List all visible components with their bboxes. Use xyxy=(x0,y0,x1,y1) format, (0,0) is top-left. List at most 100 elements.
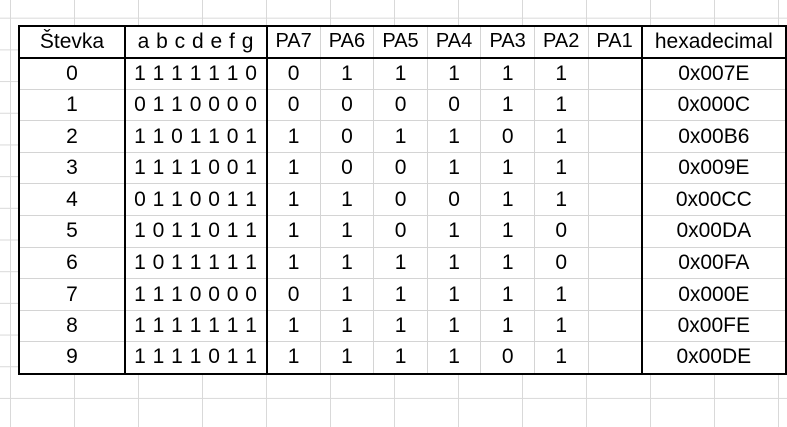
cell-pa5[interactable]: 1 xyxy=(373,120,428,153)
cell-pa6[interactable]: 1 xyxy=(319,246,375,280)
cell-pa7[interactable]: 1 xyxy=(266,183,321,217)
cell-pa5[interactable]: 1 xyxy=(373,341,428,375)
cell-pa2[interactable]: 0 xyxy=(533,246,589,280)
cell-pa3[interactable]: 0 xyxy=(480,120,535,153)
cell-pa4[interactable]: 0 xyxy=(426,88,482,122)
cell-segments[interactable]: 0 1 1 0 0 1 1 xyxy=(124,183,268,217)
cell-segments[interactable]: 1 0 1 1 0 1 1 xyxy=(124,215,268,248)
cell-digit[interactable]: 0 xyxy=(17,56,127,90)
cell-pa1[interactable] xyxy=(587,120,643,153)
cell-hex[interactable]: 0x00DA xyxy=(641,215,787,248)
cell-digit[interactable]: 9 xyxy=(17,341,127,375)
cell-digit[interactable]: 2 xyxy=(17,120,127,153)
cell-pa6[interactable]: 1 xyxy=(319,309,375,343)
cell-pa3[interactable]: 1 xyxy=(480,88,535,122)
cell-pa5[interactable]: 1 xyxy=(373,278,428,311)
cell-pa2[interactable]: 1 xyxy=(533,151,589,185)
cell-pa1[interactable] xyxy=(587,215,643,248)
cell-segments[interactable]: 0 1 1 0 0 0 0 xyxy=(124,88,268,122)
cell-pa3[interactable]: 1 xyxy=(480,246,535,280)
cell-pa7[interactable]: 0 xyxy=(266,56,321,90)
cell-segments[interactable]: 1 1 1 1 1 1 1 xyxy=(124,309,268,343)
cell-pa5[interactable]: 0 xyxy=(373,151,428,185)
cell-pa1[interactable] xyxy=(587,183,643,217)
cell-pa2[interactable]: 1 xyxy=(533,88,589,122)
header-cell-segments[interactable]: a b c d e f g xyxy=(124,25,268,59)
cell-pa7[interactable]: 1 xyxy=(266,309,321,343)
cell-pa7[interactable]: 1 xyxy=(266,215,321,248)
header-cell-pa1[interactable]: PA1 xyxy=(587,25,643,59)
cell-pa5[interactable]: 1 xyxy=(373,309,428,343)
cell-pa2[interactable]: 1 xyxy=(533,183,589,217)
cell-pa6[interactable]: 0 xyxy=(319,151,375,185)
cell-pa2[interactable]: 1 xyxy=(533,120,589,153)
cell-pa7[interactable]: 0 xyxy=(266,88,321,122)
cell-pa4[interactable]: 1 xyxy=(426,309,482,343)
header-cell-pa4[interactable]: PA4 xyxy=(426,25,482,59)
cell-pa7[interactable]: 0 xyxy=(266,278,321,311)
cell-pa4[interactable]: 0 xyxy=(426,183,482,217)
cell-pa4[interactable]: 1 xyxy=(426,215,482,248)
cell-pa4[interactable]: 1 xyxy=(426,120,482,153)
cell-digit[interactable]: 3 xyxy=(17,151,127,185)
cell-digit[interactable]: 7 xyxy=(17,278,127,311)
cell-segments[interactable]: 1 1 1 0 0 0 0 xyxy=(124,278,268,311)
cell-hex[interactable]: 0x007E xyxy=(641,56,787,90)
cell-pa7[interactable]: 1 xyxy=(266,120,321,153)
cell-pa2[interactable]: 1 xyxy=(533,341,589,375)
cell-segments[interactable]: 1 0 1 1 1 1 1 xyxy=(124,246,268,280)
cell-pa1[interactable] xyxy=(587,278,643,311)
header-cell-hexadecimal[interactable]: hexadecimal xyxy=(641,25,787,59)
cell-digit[interactable]: 1 xyxy=(17,88,127,122)
cell-hex[interactable]: 0x00CC xyxy=(641,183,787,217)
cell-pa6[interactable]: 1 xyxy=(319,278,375,311)
cell-digit[interactable]: 4 xyxy=(17,183,127,217)
cell-pa3[interactable]: 1 xyxy=(480,56,535,90)
cell-hex[interactable]: 0x00B6 xyxy=(641,120,787,153)
cell-hex[interactable]: 0x009E xyxy=(641,151,787,185)
cell-pa6[interactable]: 1 xyxy=(319,56,375,90)
cell-pa3[interactable]: 1 xyxy=(480,151,535,185)
header-cell-pa5[interactable]: PA5 xyxy=(373,25,428,59)
cell-digit[interactable]: 5 xyxy=(17,215,127,248)
cell-pa1[interactable] xyxy=(587,88,643,122)
cell-segments[interactable]: 1 1 1 1 1 1 0 xyxy=(124,56,268,90)
cell-pa2[interactable]: 1 xyxy=(533,309,589,343)
cell-pa3[interactable]: 1 xyxy=(480,278,535,311)
cell-pa6[interactable]: 1 xyxy=(319,341,375,375)
cell-pa7[interactable]: 1 xyxy=(266,151,321,185)
cell-pa4[interactable]: 1 xyxy=(426,56,482,90)
cell-pa5[interactable]: 1 xyxy=(373,246,428,280)
cell-hex[interactable]: 0x000C xyxy=(641,88,787,122)
cell-hex[interactable]: 0x00FE xyxy=(641,309,787,343)
cell-hex[interactable]: 0x000E xyxy=(641,278,787,311)
cell-pa2[interactable]: 1 xyxy=(533,56,589,90)
cell-pa1[interactable] xyxy=(587,309,643,343)
cell-pa5[interactable]: 0 xyxy=(373,183,428,217)
cell-pa7[interactable]: 1 xyxy=(266,246,321,280)
cell-pa6[interactable]: 0 xyxy=(319,88,375,122)
cell-digit[interactable]: 6 xyxy=(17,246,127,280)
cell-pa1[interactable] xyxy=(587,56,643,90)
cell-pa1[interactable] xyxy=(587,151,643,185)
cell-segments[interactable]: 1 1 0 1 1 0 1 xyxy=(124,120,268,153)
cell-pa5[interactable]: 0 xyxy=(373,88,428,122)
cell-pa4[interactable]: 1 xyxy=(426,341,482,375)
cell-pa1[interactable] xyxy=(587,341,643,375)
cell-segments[interactable]: 1 1 1 1 0 1 1 xyxy=(124,341,268,375)
cell-hex[interactable]: 0x00FA xyxy=(641,246,787,280)
cell-pa3[interactable]: 0 xyxy=(480,341,535,375)
header-cell-pa7[interactable]: PA7 xyxy=(266,25,321,59)
cell-pa1[interactable] xyxy=(587,246,643,280)
cell-pa2[interactable]: 1 xyxy=(533,278,589,311)
cell-digit[interactable]: 8 xyxy=(17,309,127,343)
cell-pa6[interactable]: 0 xyxy=(319,120,375,153)
header-cell-pa2[interactable]: PA2 xyxy=(533,25,589,59)
cell-pa3[interactable]: 1 xyxy=(480,183,535,217)
cell-pa6[interactable]: 1 xyxy=(319,215,375,248)
header-cell-pa3[interactable]: PA3 xyxy=(480,25,535,59)
cell-pa4[interactable]: 1 xyxy=(426,151,482,185)
header-cell-stevka[interactable]: Števka xyxy=(17,25,127,59)
cell-pa4[interactable]: 1 xyxy=(426,278,482,311)
cell-pa2[interactable]: 0 xyxy=(533,215,589,248)
